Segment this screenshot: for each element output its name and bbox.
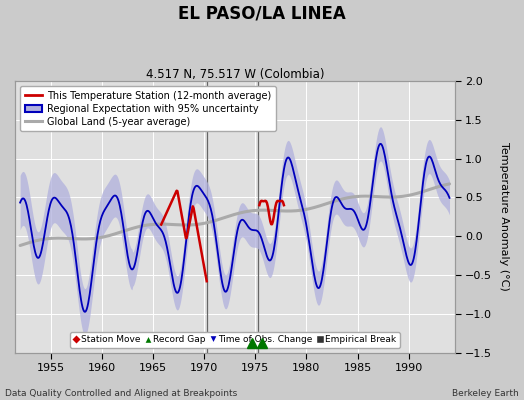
Title: 4.517 N, 75.517 W (Colombia): 4.517 N, 75.517 W (Colombia): [146, 68, 324, 81]
Text: Data Quality Controlled and Aligned at Breakpoints: Data Quality Controlled and Aligned at B…: [5, 389, 237, 398]
Text: Berkeley Earth: Berkeley Earth: [452, 389, 519, 398]
Y-axis label: Temperature Anomaly (°C): Temperature Anomaly (°C): [499, 142, 509, 291]
Text: EL PASO/LA LINEA: EL PASO/LA LINEA: [178, 4, 346, 22]
Legend: Station Move, Record Gap, Time of Obs. Change, Empirical Break: Station Move, Record Gap, Time of Obs. C…: [70, 332, 400, 348]
